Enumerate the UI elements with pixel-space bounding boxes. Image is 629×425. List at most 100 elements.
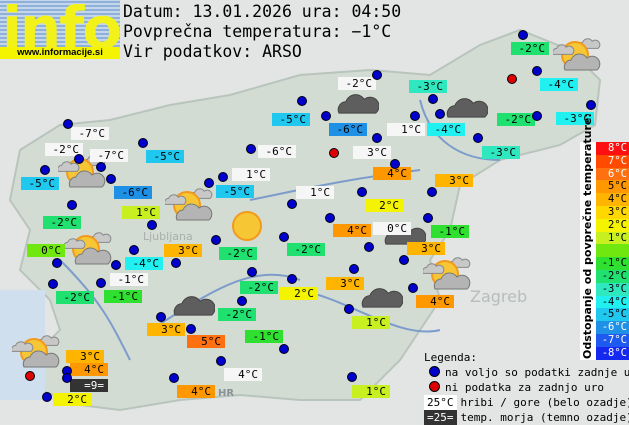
station-dot[interactable] [287, 199, 297, 209]
scale-row: 3°C [596, 206, 629, 219]
station-dot[interactable] [325, 213, 335, 223]
station-dot[interactable] [399, 255, 409, 265]
station-dot[interactable] [186, 324, 196, 334]
map-label-ljubljana: Ljubljana [143, 230, 193, 243]
scale-row: -7°C [596, 334, 629, 347]
station-temperature-label: -5°C [21, 177, 59, 190]
partly-cloudy-icon [423, 257, 471, 299]
legend-title: Legenda: [424, 350, 629, 365]
station-temperature-label: -2°C [219, 247, 257, 260]
station-temperature-label: 4°C [373, 167, 411, 180]
legend-ok-text: na voljo so podatki zadnje ure [445, 366, 629, 379]
station-dot[interactable] [106, 174, 116, 184]
station-temperature-label: -2°C [218, 308, 256, 321]
station-temperature-label: -5°C [272, 113, 310, 126]
station-dot[interactable] [344, 304, 354, 314]
station-dot[interactable] [138, 138, 148, 148]
station-temperature-label: 2°C [280, 287, 318, 300]
station-dot[interactable] [428, 94, 438, 104]
station-dot[interactable] [211, 235, 221, 245]
scale-row: 4°C [596, 193, 629, 206]
scale-row: 2°C [596, 219, 629, 232]
station-dot[interactable] [410, 111, 420, 121]
station-dot[interactable] [171, 258, 181, 268]
scale-row: 8°C [596, 142, 629, 155]
station-dot[interactable] [473, 133, 483, 143]
station-temperature-label: 0°C [373, 222, 411, 235]
station-dot[interactable] [48, 279, 58, 289]
station-dot[interactable] [279, 232, 289, 242]
sun-icon [231, 210, 263, 246]
station-dot[interactable] [156, 312, 166, 322]
station-dot[interactable] [435, 109, 445, 119]
station-dot[interactable] [279, 344, 289, 354]
station-dot[interactable] [169, 373, 179, 383]
station-dot[interactable] [237, 296, 247, 306]
station-dot[interactable] [349, 264, 359, 274]
station-temperature-label: -4°C [540, 78, 578, 91]
legend-hill-text: hribi / gore (belo ozadje) [461, 396, 629, 409]
station-temperature-label: -1°C [245, 330, 283, 343]
station-dot[interactable] [218, 172, 228, 182]
scale-row: -1°C [596, 257, 629, 270]
station-temperature-label: 0°C [27, 244, 65, 257]
logo-url[interactable]: www.informacije.si [0, 47, 120, 59]
red-dot-icon [429, 381, 440, 392]
station-dot[interactable] [40, 165, 50, 175]
station-dot[interactable] [96, 162, 106, 172]
station-dot[interactable] [74, 154, 84, 164]
station-dot[interactable] [364, 242, 374, 252]
station-temperature-label: -1°C [110, 273, 148, 286]
data-source: Vir podatkov: ARSO [123, 42, 302, 62]
scale-row: 7°C [596, 155, 629, 168]
station-dot[interactable] [532, 111, 542, 121]
station-temperature-label: 3°C [66, 350, 104, 363]
legend-missing-text: ni podatka za zadnjo uro [445, 381, 604, 394]
station-temperature-label: -2°C [511, 42, 549, 55]
station-temperature-label: 3°C [407, 242, 445, 255]
station-dot[interactable] [390, 159, 400, 169]
station-dot[interactable] [129, 245, 139, 255]
station-dot[interactable] [427, 187, 437, 197]
station-dot[interactable] [52, 258, 62, 268]
station-temperature-label: 4°C [416, 295, 454, 308]
station-dot[interactable] [357, 187, 367, 197]
station-temperature-label: 3°C [353, 146, 391, 159]
station-dot[interactable] [62, 373, 72, 383]
station-dot[interactable] [96, 278, 106, 288]
station-dot-missing[interactable] [329, 148, 339, 158]
legend-ok: na voljo so podatki zadnje ure [424, 365, 629, 380]
station-dot[interactable] [111, 260, 121, 270]
partly-cloudy-icon [165, 188, 213, 230]
logo[interactable]: info [0, 0, 120, 47]
station-dot[interactable] [423, 213, 433, 223]
station-dot[interactable] [287, 274, 297, 284]
station-temperature-label: -4°C [427, 123, 465, 136]
station-dot[interactable] [297, 96, 307, 106]
station-dot[interactable] [372, 70, 382, 80]
station-dot-missing[interactable] [25, 371, 35, 381]
station-dot[interactable] [247, 267, 257, 277]
legend-missing: ni podatka za zadnjo uro [424, 380, 629, 395]
station-dot[interactable] [532, 66, 542, 76]
station-dot[interactable] [518, 30, 528, 40]
station-temperature-label: 1°C [296, 186, 334, 199]
station-dot-missing[interactable] [507, 74, 517, 84]
station-dot[interactable] [347, 372, 357, 382]
station-dot[interactable] [246, 144, 256, 154]
station-dot[interactable] [408, 283, 418, 293]
station-dot[interactable] [204, 178, 214, 188]
cloud-icon [361, 284, 403, 312]
station-temperature-label: -2°C [287, 243, 325, 256]
station-dot[interactable] [321, 111, 331, 121]
station-temperature-label: -2°C [56, 291, 94, 304]
station-dot[interactable] [67, 200, 77, 210]
station-dot[interactable] [63, 119, 73, 129]
station-dot[interactable] [216, 356, 226, 366]
station-dot[interactable] [586, 100, 596, 110]
station-dot[interactable] [42, 392, 52, 402]
station-temperature-label: -4°C [125, 257, 163, 270]
station-dot[interactable] [372, 133, 382, 143]
station-dot[interactable] [147, 220, 157, 230]
